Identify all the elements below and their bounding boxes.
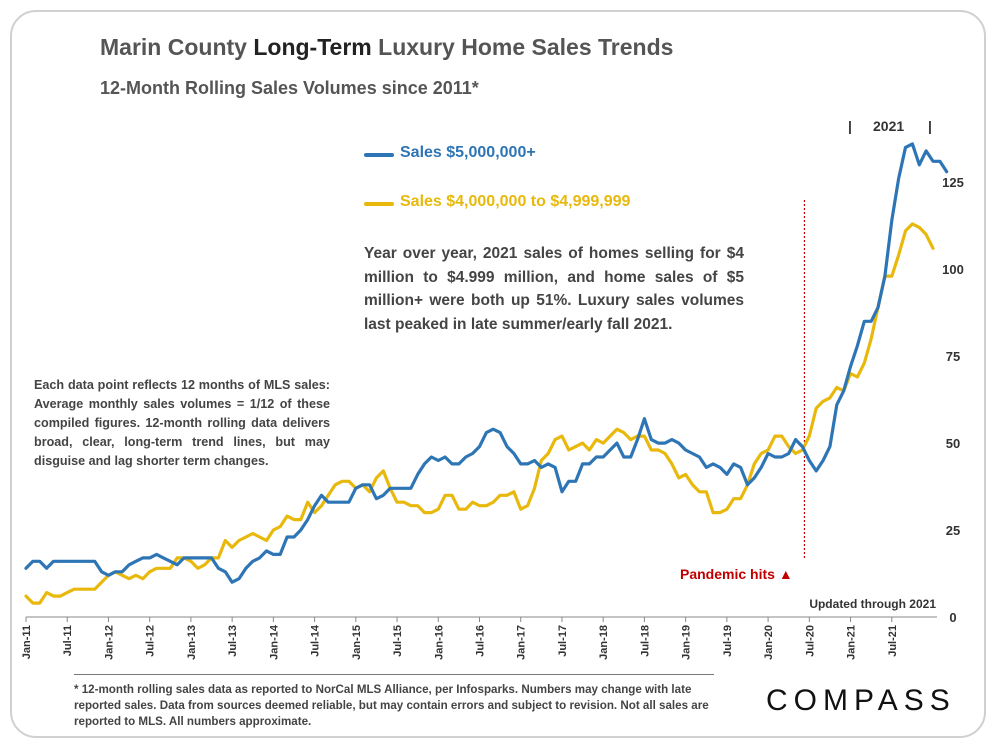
title-emphasis: Long-Term — [253, 34, 372, 60]
updated-note: Updated through 2021 — [809, 597, 936, 611]
x-tick-label: Jan-20 — [763, 625, 775, 660]
x-tick-label: Jul-12 — [145, 625, 157, 657]
pandemic-triangle-icon: ▲ — [778, 566, 793, 582]
legend-swatch-gold — [364, 202, 394, 206]
footnote: * 12-month rolling sales data as reporte… — [74, 683, 709, 728]
x-tick-label: Jul-16 — [475, 625, 487, 657]
compass-logo: COMPASS — [766, 684, 956, 717]
chart-title: Marin County Long-Term Luxury Home Sales… — [100, 34, 673, 61]
x-tick-label: Jul-21 — [887, 625, 899, 657]
x-tick-label: Jul-20 — [804, 625, 816, 657]
chart-subtitle: 12-Month Rolling Sales Volumes since 201… — [100, 78, 479, 98]
legend-swatch-blue — [364, 153, 394, 157]
x-tick-label: Jan-13 — [186, 625, 198, 660]
title-prefix: Marin County — [100, 34, 247, 60]
x-tick-label: Jul-19 — [722, 625, 734, 657]
x-tick-label: Jan-16 — [433, 625, 445, 660]
x-tick-label: Jan-11 — [21, 625, 33, 659]
x-tick-label: Jan-21 — [846, 625, 858, 660]
x-tick-label: Jan-19 — [681, 625, 693, 660]
pandemic-annotation: Pandemic hits ▲ — [680, 566, 793, 582]
pandemic-label: Pandemic hits — [680, 566, 775, 582]
series-line-5m-plus — [24, 142, 949, 584]
annotation-left: Each data point reflects 12 months of ML… — [34, 378, 330, 468]
y-tick-label: 25 — [946, 523, 960, 538]
annotation-main: Year over year, 2021 sales of homes sell… — [364, 245, 744, 333]
x-tick-label: Jan-17 — [516, 625, 528, 660]
x-tick-label: Jan-12 — [103, 625, 115, 660]
y-tick-label: 75 — [946, 349, 960, 364]
x-tick-label: Jul-15 — [392, 625, 404, 657]
title-suffix: Luxury Home Sales Trends — [378, 34, 674, 60]
x-tick-label: Jul-18 — [639, 625, 651, 657]
x-tick-label: Jan-14 — [268, 624, 280, 660]
x-tick-label: Jul-17 — [557, 625, 569, 657]
y-tick-label: 125 — [942, 175, 964, 190]
x-tick-label: Jul-14 — [310, 624, 322, 657]
year-marker-right: | — [928, 118, 932, 134]
x-tick-label: Jan-15 — [351, 625, 363, 660]
x-tick-label: Jul-11 — [62, 625, 74, 656]
x-tick-label: Jan-18 — [598, 625, 610, 660]
legend-label-blue: Sales $5,000,000+ — [400, 144, 536, 161]
year-marker-label: 2021 — [873, 118, 905, 134]
y-tick-label: 0 — [949, 610, 956, 625]
y-tick-label: 100 — [942, 262, 964, 277]
year-marker-left: | — [848, 118, 852, 134]
footnote-divider — [74, 674, 714, 675]
legend-label-gold: Sales $4,000,000 to $4,999,999 — [400, 193, 631, 210]
x-tick-label: Jul-13 — [227, 625, 239, 657]
series-line-4m-5m — [24, 222, 935, 605]
y-tick-label: 50 — [946, 436, 960, 451]
